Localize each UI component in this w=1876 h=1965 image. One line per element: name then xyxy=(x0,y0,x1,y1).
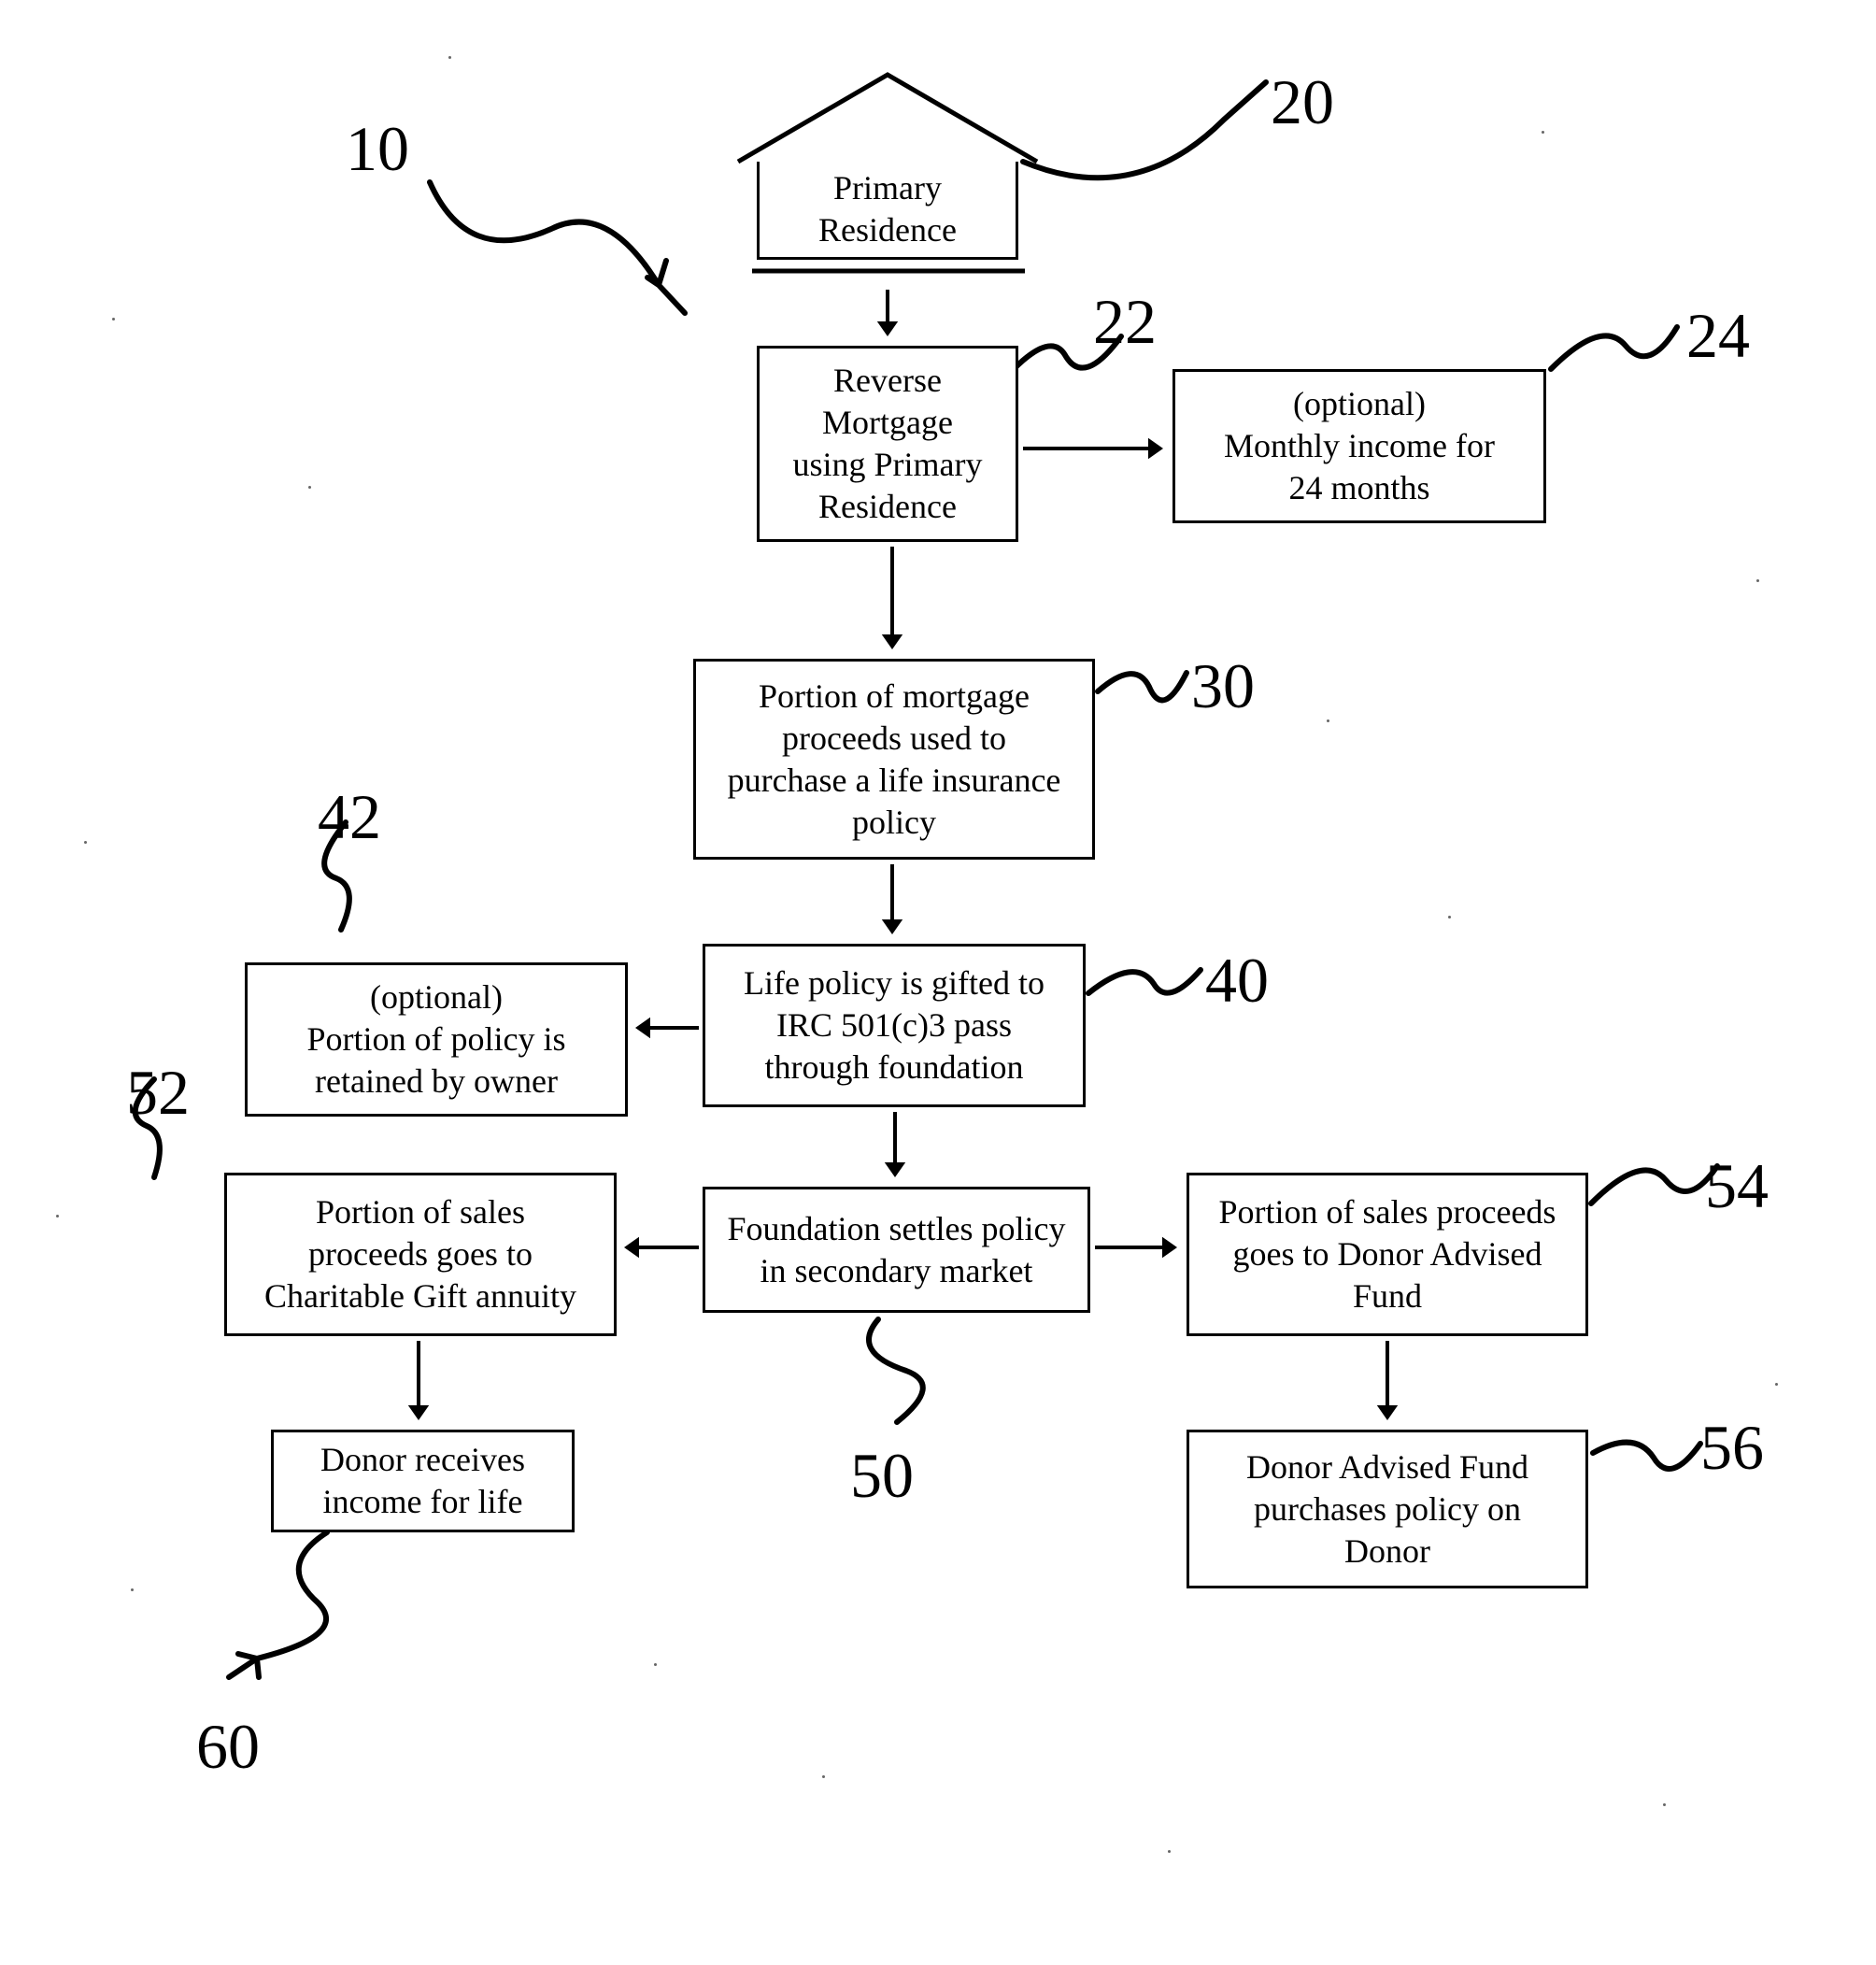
ref-label-60: 60 xyxy=(196,1710,260,1784)
ref-label-56: 56 xyxy=(1700,1411,1764,1485)
scan-speck xyxy=(112,318,115,320)
flow-node-n40: Life policy is gifted to IRC 501(c)3 pas… xyxy=(703,944,1086,1107)
flow-node-n54: Portion of sales proceeds goes to Donor … xyxy=(1187,1173,1588,1336)
scan-speck xyxy=(308,486,311,489)
flow-node-label: Life policy is gifted to IRC 501(c)3 pas… xyxy=(744,962,1045,1089)
ref-label-24: 24 xyxy=(1686,299,1750,373)
flow-node-n20: Primary Residence xyxy=(757,162,1018,260)
flow-node-label: Portion of sales proceeds goes to Donor … xyxy=(1219,1191,1556,1317)
flow-node-n24: (optional) Monthly income for 24 months xyxy=(1172,369,1546,523)
scan-speck xyxy=(1663,1803,1666,1806)
flow-node-n42: (optional) Portion of policy is retained… xyxy=(245,962,628,1117)
ref-label-40: 40 xyxy=(1205,944,1269,1018)
flow-node-label: Donor Advised Fund purchases policy on D… xyxy=(1246,1446,1528,1573)
flow-node-n52: Portion of sales proceeds goes to Charit… xyxy=(224,1173,617,1336)
flow-node-n56: Donor Advised Fund purchases policy on D… xyxy=(1187,1430,1588,1588)
scan-speck xyxy=(1542,131,1544,134)
flow-node-label: Portion of mortgage proceeds used to pur… xyxy=(728,676,1061,844)
flow-node-label: (optional) Monthly income for 24 months xyxy=(1224,383,1495,509)
flowchart-canvas: Primary Residence Reverse Mortgage using … xyxy=(0,0,1876,1965)
scan-speck xyxy=(131,1588,134,1591)
scan-speck xyxy=(654,1663,657,1666)
scan-speck xyxy=(56,1215,59,1217)
ref-label-42: 42 xyxy=(318,780,381,854)
flow-node-label: Reverse Mortgage using Primary Residence xyxy=(793,360,983,528)
scan-speck xyxy=(822,1775,825,1778)
flow-node-n50: Foundation settles policy in secondary m… xyxy=(703,1187,1090,1313)
flow-node-n22: Reverse Mortgage using Primary Residence xyxy=(757,346,1018,542)
scan-speck xyxy=(1756,579,1759,582)
flow-node-label: (optional) Portion of policy is retained… xyxy=(307,976,566,1103)
scan-speck xyxy=(1327,719,1329,722)
scan-speck xyxy=(1448,916,1451,918)
flow-node-label: Primary Residence xyxy=(818,167,957,251)
flow-node-label: Foundation settles policy in secondary m… xyxy=(728,1208,1066,1292)
ref-label-10: 10 xyxy=(346,112,409,186)
ref-label-30: 30 xyxy=(1191,649,1255,723)
ref-label-22: 22 xyxy=(1093,285,1157,359)
scan-speck xyxy=(1775,1383,1778,1386)
ref-label-54: 54 xyxy=(1705,1149,1769,1223)
flow-node-n60: Donor receives income for life xyxy=(271,1430,575,1532)
flow-node-label: Donor receives income for life xyxy=(320,1439,525,1523)
scan-speck xyxy=(84,841,87,844)
scan-speck xyxy=(1168,1850,1171,1853)
flow-node-n30: Portion of mortgage proceeds used to pur… xyxy=(693,659,1095,860)
flow-node-label: Portion of sales proceeds goes to Charit… xyxy=(264,1191,576,1317)
ref-label-20: 20 xyxy=(1271,65,1334,139)
ref-label-50: 50 xyxy=(850,1439,914,1513)
scan-speck xyxy=(448,56,451,59)
ref-label-52: 52 xyxy=(126,1056,190,1130)
